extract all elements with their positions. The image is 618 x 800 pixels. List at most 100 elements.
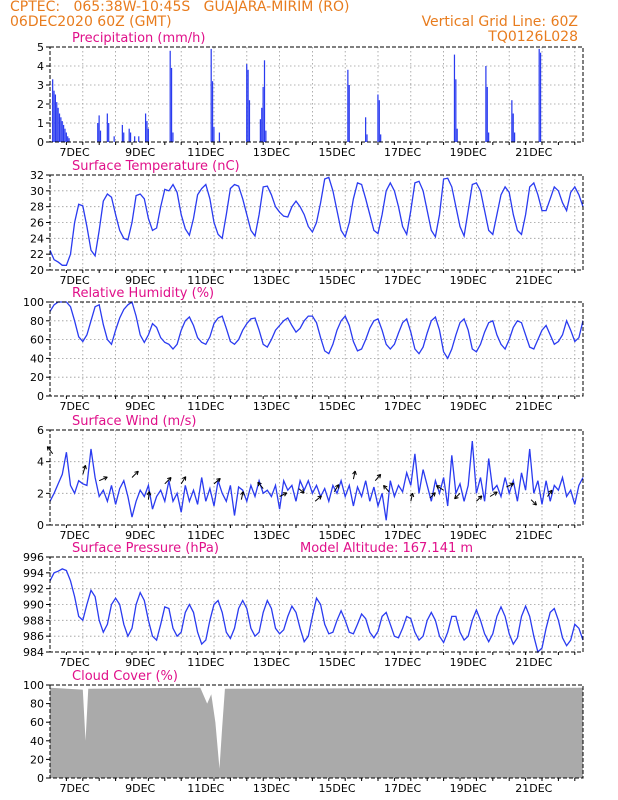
x-date-label: 15DEC — [318, 146, 355, 159]
precip-bar — [57, 107, 59, 142]
y-tick-label: 40 — [30, 352, 44, 365]
x-date-label: 19DEC — [450, 274, 487, 287]
y-tick-label: 28 — [30, 201, 44, 214]
precip-bar — [98, 115, 100, 142]
x-date-label: 11DEC — [187, 274, 224, 287]
x-date-label: 21DEC — [515, 146, 552, 159]
wind-arrow-shaft — [298, 488, 305, 494]
y-tick-label: 60 — [30, 334, 44, 347]
wind-arrow — [374, 473, 382, 481]
wind-arrow-head — [433, 492, 436, 497]
cloud-title: Cloud Cover (%) — [72, 669, 178, 684]
wind-arrow-shaft — [410, 493, 414, 502]
wind-arrow-head — [532, 503, 537, 506]
x-date-label: 7DEC — [60, 529, 90, 542]
rh-title: Relative Humidity (%) — [72, 286, 214, 301]
x-date-label: 9DEC — [125, 146, 155, 159]
precip-bar — [99, 130, 102, 142]
x-date-label: 21DEC — [515, 400, 552, 413]
precip-bar — [261, 107, 263, 142]
wind-series-line — [49, 441, 584, 521]
y-tick-label: 20 — [30, 753, 44, 766]
wind-arrow-head — [383, 484, 388, 488]
wind-arrow-head — [146, 491, 150, 496]
precip-bar — [456, 128, 458, 142]
wind-arrow — [506, 482, 515, 488]
precip-bar — [121, 124, 123, 142]
y-tick-label: 60 — [30, 716, 44, 729]
precip-bar — [172, 132, 174, 142]
precip-bar — [146, 121, 148, 142]
precip-bar — [58, 113, 61, 142]
precip-bar — [246, 64, 248, 142]
wind-arrow — [435, 485, 444, 491]
x-date-label: 15DEC — [318, 656, 355, 669]
y-tick-label: 994 — [23, 567, 44, 580]
precip-bar — [62, 124, 65, 142]
product-code: TQ0126L028 — [488, 29, 578, 45]
y-tick-label: 5 — [37, 41, 44, 54]
precip-title: Precipitation (mm/h) — [72, 31, 205, 46]
temp-series-line — [49, 176, 584, 266]
x-date-label: 17DEC — [384, 529, 421, 542]
y-tick-label: 1 — [37, 117, 44, 130]
y-tick-label: 22 — [30, 248, 44, 261]
x-date-label: 17DEC — [384, 400, 421, 413]
wind-arrow-head — [257, 482, 260, 487]
wind-arrow-head — [167, 477, 172, 480]
y-tick-label: 984 — [23, 646, 44, 659]
x-date-label: 13DEC — [253, 274, 290, 287]
precip-bar — [106, 113, 108, 142]
x-date-label: 15DEC — [318, 529, 355, 542]
wind-arrow-head — [284, 492, 288, 497]
temp-title: Surface Temperature (nC) — [72, 159, 240, 174]
wind-arrow-head — [383, 485, 385, 490]
precip-bar — [138, 136, 140, 142]
precip-bar — [539, 52, 542, 143]
precip-bar — [68, 138, 70, 142]
wind-arrow-head — [46, 446, 49, 451]
wind-title: Surface Wind (m/s) — [72, 414, 196, 429]
wind-arrow-head — [352, 470, 356, 475]
wind-arrow — [489, 491, 498, 497]
wind-arrow-shaft — [131, 470, 139, 478]
wind-arrow-head — [181, 476, 186, 480]
wind-arrow — [454, 492, 461, 500]
wind-arrow-shaft — [454, 492, 461, 500]
x-date-label: 7DEC — [60, 656, 90, 669]
wind-arrow — [180, 476, 187, 485]
x-date-label: 21DEC — [515, 274, 552, 287]
wind-arrow-head — [409, 492, 413, 497]
wind-arrow-head — [480, 495, 483, 500]
precip-bar — [262, 86, 264, 142]
x-date-label: 15DEC — [318, 782, 355, 795]
y-tick-label: 24 — [30, 232, 44, 245]
precip-bar — [265, 130, 267, 142]
y-tick-label: 20 — [30, 371, 44, 384]
precip-bar — [380, 134, 382, 142]
wind-arrow-head — [335, 484, 340, 487]
wind-arrow — [409, 492, 415, 502]
wind-arrow-shaft — [530, 499, 537, 506]
x-date-label: 13DEC — [253, 529, 290, 542]
wind-arrow-head — [85, 465, 87, 470]
wind-arrow — [279, 492, 288, 497]
y-tick-label: 26 — [30, 217, 44, 230]
panel-frame — [49, 684, 584, 779]
x-date-label: 15DEC — [318, 400, 355, 413]
precip-bar — [123, 132, 125, 142]
y-tick-label: 2 — [37, 98, 44, 111]
wind-arrow-head — [104, 476, 108, 481]
precip-bar — [144, 113, 147, 142]
wind-arrow-head — [169, 477, 172, 482]
wind-arrow-shaft — [164, 477, 172, 485]
y-tick-label: 30 — [30, 185, 44, 198]
press-title: Surface Pressure (hPa) — [72, 541, 219, 556]
wind-arrow-shaft — [333, 484, 340, 493]
panel-precip: 0 1 2 3 4 5 7DEC 9DEC 11DEC 13DEC 15DEC 17DEC 19DEC 2… — [37, 31, 584, 159]
x-date-label: 19DEC — [450, 400, 487, 413]
precip-bar — [377, 94, 379, 142]
wind-arrow — [298, 488, 305, 494]
y-tick-label: 80 — [30, 698, 44, 711]
precip-bar — [67, 136, 69, 142]
